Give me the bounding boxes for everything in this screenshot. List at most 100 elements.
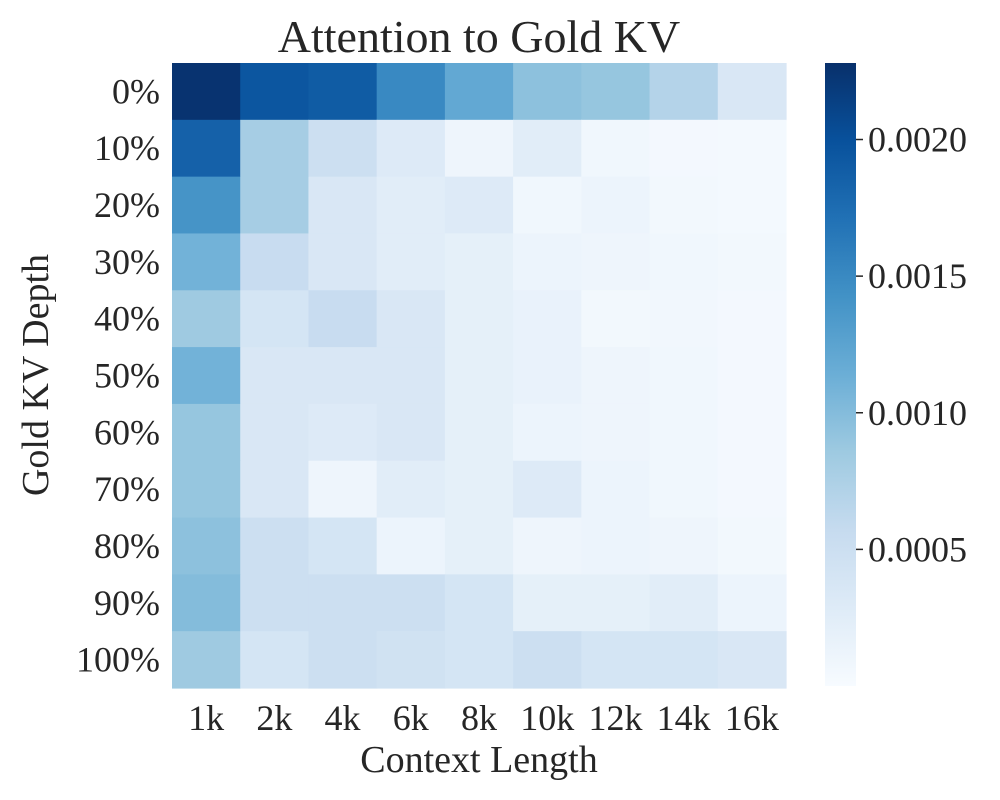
y-tick-label: 30% (94, 242, 160, 282)
heatmap-cell (717, 176, 787, 235)
heatmap-cell (308, 119, 378, 178)
heatmap-cell (581, 403, 651, 462)
heatmap-cell (240, 631, 310, 689)
x-tick-label: 16k (725, 698, 779, 738)
heatmap-cell (308, 631, 378, 689)
heatmap-cell (172, 631, 241, 689)
y-tick-label: 50% (94, 356, 160, 396)
heatmap-cell (513, 119, 582, 178)
heatmap-cell (172, 574, 241, 632)
heatmap-cell (444, 517, 514, 575)
heatmap-cell (240, 574, 310, 632)
y-tick-labels: 0% 10% 20% 30% 40% 50% 60% 70% 80% 90% 100% (76, 71, 160, 679)
y-tick-label: 70% (94, 469, 160, 509)
heatmap-cell (513, 517, 582, 575)
heatmap-cell (172, 233, 241, 291)
y-tick-label: 80% (94, 526, 160, 566)
colorbar-tick-label: 0.0020 (868, 120, 967, 160)
heatmap-cell (717, 460, 787, 519)
x-tick-label: 12k (588, 698, 642, 738)
heatmap-cell (172, 119, 241, 178)
heatmap-cell (172, 63, 241, 121)
heatmap-cell (513, 63, 582, 121)
heatmap-cell (513, 176, 582, 235)
x-tick-label: 1k (188, 698, 224, 738)
heatmap-cell (581, 119, 651, 178)
heatmap-cell (240, 517, 310, 575)
heatmap-cell (513, 460, 582, 519)
heatmap-cell (172, 290, 241, 348)
x-tick-labels: 1k 2k 4k 6k 8k 10k 12k 14k 16k (188, 698, 779, 738)
heatmap-cell (376, 63, 446, 121)
heatmap-cell (649, 517, 719, 575)
heatmap-cell (308, 63, 378, 121)
heatmap-cell (376, 574, 446, 632)
heatmap-cell (376, 119, 446, 178)
heatmap-cell (376, 233, 446, 291)
heatmap-cell (717, 290, 787, 348)
heatmap-cell (240, 403, 310, 462)
heatmap-cell (649, 176, 719, 235)
y-tick-label: 0% (112, 71, 160, 111)
heatmap-cell (717, 631, 787, 689)
heatmap-cell (581, 631, 651, 689)
heatmap-cell (717, 517, 787, 575)
heatmap-cell (444, 176, 514, 235)
heatmap-cell (717, 233, 787, 291)
colorbar (825, 63, 856, 686)
heatmap-cell (444, 290, 514, 348)
y-tick-label: 40% (94, 299, 160, 339)
y-tick-label: 10% (94, 128, 160, 168)
heatmap-cell (649, 631, 719, 689)
heatmap-cell (581, 460, 651, 519)
y-axis-label: Gold KV Depth (15, 254, 57, 496)
heatmap-cell (513, 233, 582, 291)
heatmap-cell (581, 63, 651, 121)
heatmap-cell (649, 574, 719, 632)
x-tick-label: 10k (520, 698, 574, 738)
heatmap-cell (172, 347, 241, 405)
heatmap-cell (649, 403, 719, 462)
heatmap-cell (444, 460, 514, 519)
heatmap-cell (172, 403, 241, 462)
heatmap-cell (240, 119, 310, 178)
heatmap-cell (376, 460, 446, 519)
y-tick-label: 90% (94, 583, 160, 623)
heatmap-cell (581, 574, 651, 632)
x-axis-label: Context Length (360, 739, 597, 781)
y-tick-label: 100% (76, 640, 160, 680)
heatmap-cell (581, 347, 651, 405)
heatmap-cell (376, 176, 446, 235)
heatmap-cell (240, 176, 310, 235)
heatmap-cell (308, 517, 378, 575)
heatmap-cell (649, 347, 719, 405)
heatmap-cell (581, 233, 651, 291)
x-tick-label: 4k (325, 698, 361, 738)
heatmap-cell (513, 347, 582, 405)
chart-title: Attention to Gold KV (278, 11, 680, 62)
heatmap-cell (513, 290, 582, 348)
heatmap-cell (717, 119, 787, 178)
heatmap-cell (717, 574, 787, 632)
heatmap-cell (376, 631, 446, 689)
heatmap-cell (308, 403, 378, 462)
heatmap-cell (240, 233, 310, 291)
heatmap-cell (240, 290, 310, 348)
heatmap-cell (172, 517, 241, 575)
heatmap-cell (581, 290, 651, 348)
colorbar-tick-label: 0.0010 (868, 393, 967, 433)
heatmap-cell (444, 403, 514, 462)
heatmap-cell (444, 119, 514, 178)
heatmap-cell (308, 233, 378, 291)
heatmap-cell (308, 574, 378, 632)
heatmap-cell (308, 290, 378, 348)
heatmap-cell (581, 517, 651, 575)
heatmap-cell (308, 176, 378, 235)
colorbar-tick-label: 0.0005 (868, 529, 967, 569)
heatmap-cell (376, 290, 446, 348)
heatmap-cell (717, 403, 787, 462)
heatmap-cell (717, 347, 787, 405)
heatmap-cell (649, 233, 719, 291)
heatmap-cell (308, 347, 378, 405)
x-tick-label: 8k (461, 698, 497, 738)
